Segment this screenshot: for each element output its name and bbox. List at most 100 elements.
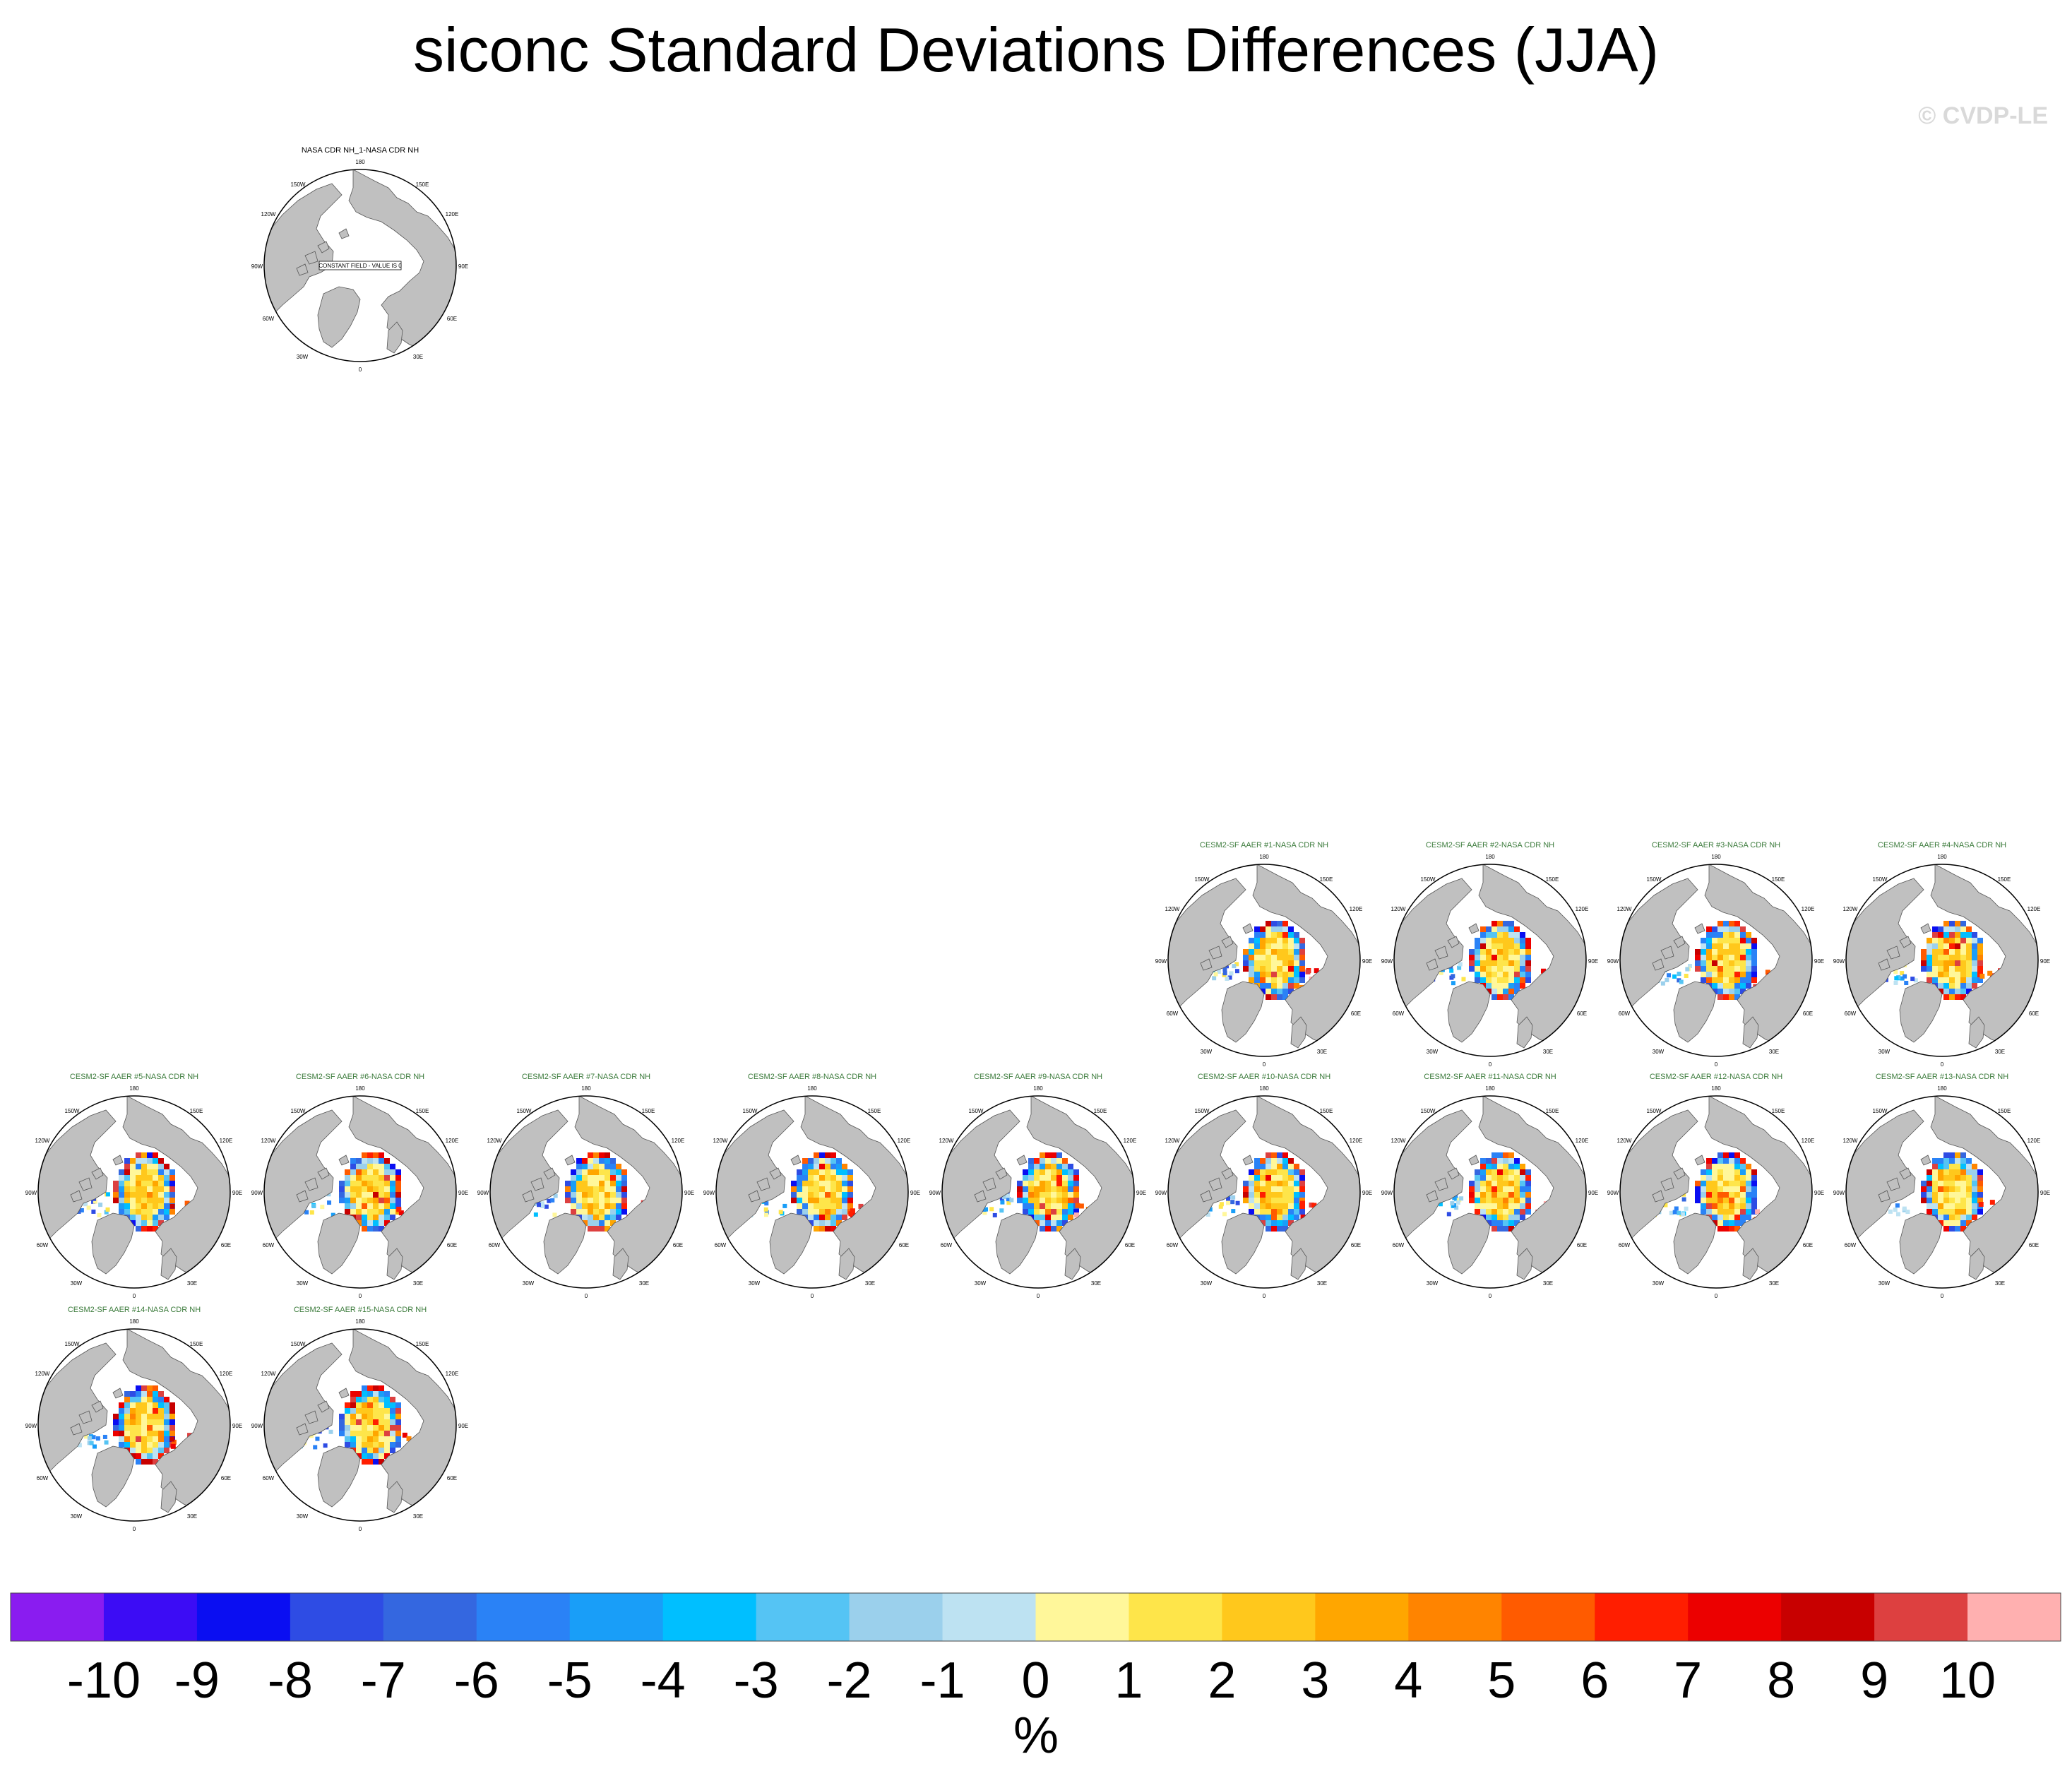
- anomaly-cell: [836, 1203, 842, 1209]
- anomaly-cell: [1717, 1192, 1723, 1198]
- longitude-label: 120E: [1350, 1138, 1363, 1144]
- anomaly-cell: [1949, 1192, 1955, 1198]
- anomaly-cell: [1271, 1226, 1277, 1232]
- anomaly-cell: [582, 1215, 588, 1220]
- anomaly-cell: [1938, 949, 1943, 955]
- anomaly-cell: [1508, 983, 1514, 989]
- longitude-label: 120E: [220, 1371, 233, 1377]
- land-mass: [1200, 1190, 1213, 1203]
- anomaly-cell: [1932, 955, 1938, 960]
- anomaly-cell: [147, 1425, 153, 1431]
- anomaly-cell: [1955, 983, 1960, 989]
- longitude-label: 30E: [187, 1513, 197, 1520]
- colorbar-tick-label: -1: [920, 1652, 965, 1709]
- anomaly-cell: [1056, 1186, 1062, 1192]
- anomaly-cell: [379, 1192, 384, 1198]
- anomaly-cell: [1734, 960, 1740, 966]
- anomaly-cell: [141, 1391, 147, 1397]
- anomaly-cell: [362, 1431, 367, 1436]
- anomaly-cell: [1960, 949, 1966, 955]
- anomaly-cell: [1740, 966, 1746, 972]
- anomaly-cell: [1701, 955, 1706, 960]
- anomaly-cell: [1734, 983, 1740, 989]
- anomaly-cell: [1943, 932, 1949, 938]
- anomaly-cell: [1249, 1169, 1254, 1175]
- land-mass: [91, 1212, 135, 1275]
- anomaly-cell: [390, 1425, 395, 1431]
- anomaly-cell: [1514, 1220, 1520, 1226]
- anomaly-cell: [362, 1220, 367, 1226]
- anomaly-cell: [599, 1175, 605, 1181]
- anomaly-cell: [1056, 1169, 1062, 1175]
- anomaly-cell: [814, 1203, 819, 1209]
- anomaly-cell: [1723, 1209, 1729, 1215]
- anomaly-cell: [1492, 989, 1497, 994]
- anomaly-cell: [124, 1169, 130, 1175]
- land-mass: [317, 1400, 330, 1413]
- anomaly-cell: [1486, 1203, 1492, 1209]
- anomaly-cell: [576, 1169, 582, 1175]
- anomaly-cell: [802, 1175, 808, 1181]
- anomaly-cell: [1960, 966, 1966, 972]
- anomaly-cell: [1288, 966, 1294, 972]
- anomaly-cell: [362, 1198, 367, 1203]
- anomaly-cell: [599, 1164, 605, 1169]
- anomaly-cell: [153, 1226, 158, 1232]
- anomaly-cell: [1260, 1220, 1266, 1226]
- anomaly-cell: [1943, 1192, 1949, 1198]
- land-mass: [1516, 1248, 1533, 1280]
- anomaly-cell: [1277, 1158, 1282, 1164]
- longitude-label: 180: [1033, 1085, 1043, 1092]
- anomaly-cell: [379, 1164, 384, 1169]
- anomaly-cell: [164, 1402, 169, 1408]
- anomaly-cell: [1729, 983, 1734, 989]
- anomaly-cell: [1938, 966, 1943, 972]
- anomaly-cell: [1486, 1220, 1492, 1226]
- anomaly-cell: [367, 1164, 373, 1169]
- longitude-label: 180: [129, 1085, 139, 1092]
- anomaly-cell: [164, 1164, 169, 1169]
- anomaly-cell: [1006, 1200, 1011, 1205]
- anomaly-cell: [1271, 1169, 1277, 1175]
- anomaly-cell: [1706, 943, 1712, 949]
- anomaly-cell: [367, 1459, 373, 1465]
- longitude-label: 120W: [1391, 1138, 1406, 1144]
- anomaly-cell: [1282, 943, 1288, 949]
- anomaly-cell: [1943, 1198, 1949, 1203]
- anomaly-cell: [1503, 1186, 1508, 1192]
- anomaly-cell: [605, 1220, 610, 1226]
- anomaly-cell: [1943, 949, 1949, 955]
- anomaly-cell: [1040, 1220, 1045, 1226]
- anomaly-cell: [1271, 966, 1277, 972]
- anomaly-cell: [593, 1158, 599, 1164]
- anomaly-cell: [992, 1212, 997, 1217]
- anomaly-cell: [847, 1169, 853, 1175]
- land-mass: [160, 1481, 177, 1513]
- anomaly-cell: [599, 1152, 605, 1158]
- anomaly-cell: [164, 1181, 169, 1186]
- anomaly-cell: [1723, 1186, 1729, 1192]
- land-mass: [1846, 878, 1924, 1018]
- anomaly-cell: [356, 1402, 362, 1408]
- anomaly-cell: [1765, 970, 1770, 975]
- anomaly-cell: [1051, 1175, 1056, 1181]
- longitude-label: 90E: [910, 1190, 920, 1196]
- anomaly-cell: [1492, 1186, 1497, 1192]
- anomaly-cell: [1723, 977, 1729, 983]
- anomaly-cell: [1723, 1169, 1729, 1175]
- anomaly-cell: [367, 1192, 373, 1198]
- anomaly-cell: [1299, 1169, 1305, 1175]
- anomaly-cell: [1729, 1152, 1734, 1158]
- anomaly-cell: [1723, 1158, 1729, 1164]
- land-mass: [564, 1155, 576, 1166]
- anomaly-cell: [1254, 943, 1260, 949]
- longitude-label: 30E: [1543, 1049, 1553, 1055]
- land-mass: [1673, 1212, 1717, 1275]
- anomaly-cell: [350, 1425, 356, 1431]
- anomaly-cell: [1075, 1203, 1080, 1208]
- anomaly-cell: [153, 1453, 158, 1459]
- land-mass: [543, 1167, 556, 1180]
- anomaly-cell: [1938, 938, 1943, 943]
- anomaly-cell: [1497, 1175, 1503, 1181]
- anomaly-cell: [1508, 1169, 1514, 1175]
